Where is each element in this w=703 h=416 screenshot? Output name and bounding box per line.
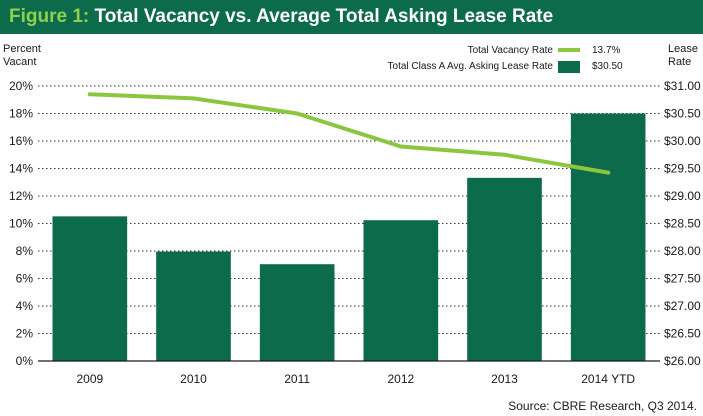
chart-title-bar: Figure 1: Total Vacancy vs. Average Tota…: [0, 0, 703, 34]
legend-vacancy-value: 13.7%: [592, 45, 620, 56]
left-tick-label: 4%: [16, 299, 34, 313]
gridlines: [38, 85, 660, 334]
right-axis-title-line-1: Lease: [668, 43, 698, 55]
legend-lease-value: $30.50: [592, 61, 623, 72]
x-tick-label: 2011: [284, 372, 310, 386]
right-tick-label: $26.00: [664, 354, 701, 368]
right-axis-title-line-2: Rate: [668, 56, 691, 68]
left-tick-label: 2%: [16, 327, 34, 341]
left-tick-label: 10%: [9, 217, 33, 231]
x-tick-label: 2010: [180, 372, 207, 386]
right-tick-label: $26.50: [664, 327, 701, 341]
bar-2014-ytd: [570, 113, 646, 361]
x-tick-label: 2012: [387, 372, 414, 386]
right-tick-label: $28.50: [664, 217, 701, 231]
legend-lease-label: Total Class A Avg. Asking Lease Rate: [388, 61, 554, 72]
left-tick-label: 18%: [9, 107, 33, 121]
chart-title: Total Vacancy vs. Average Total Asking L…: [94, 6, 554, 27]
left-tick-label: 12%: [9, 189, 33, 203]
left-tick-label: 20%: [9, 79, 33, 93]
vacancy-line-layer: [87, 92, 611, 175]
vacancy-point-2009: [87, 92, 92, 97]
bar-2010: [156, 251, 231, 361]
right-tick-label: $30.50: [664, 107, 701, 121]
x-tick-label: 2014 YTD: [581, 372, 635, 386]
right-axis-ticks: $26.00 $26.50 $27.00 $27.50 $28.00 $28.50 $29.…: [664, 79, 701, 368]
vacancy-point-2013: [502, 152, 507, 157]
right-tick-label: $27.50: [664, 272, 701, 286]
vacancy-point-2012: [398, 144, 403, 149]
vacancy-rate-line: [87, 92, 611, 175]
left-tick-label: 6%: [16, 272, 34, 286]
vacancy-point-2011: [295, 111, 300, 116]
left-axis-title-line-2: Vacant: [3, 56, 36, 68]
left-tick-label: 8%: [16, 244, 34, 258]
right-tick-label: $29.50: [664, 162, 701, 176]
left-axis-title-line-1: Percent: [3, 43, 41, 55]
x-tick-label: 2013: [491, 372, 518, 386]
x-tick-label: 2009: [76, 372, 103, 386]
left-axis-ticks: 0% 2% 4% 6% 8% 10% 12% 14% 16% 18% 20%: [9, 79, 33, 368]
legend-vacancy-label: Total Vacancy Rate: [468, 45, 554, 56]
figure-label: Figure 1:: [9, 6, 90, 27]
legend: Total Vacancy Rate 13.7% Total Class A A…: [388, 45, 623, 73]
right-tick-label: $29.00: [664, 189, 701, 203]
vacancy-point-2014-ytd: [606, 170, 611, 175]
left-tick-label: 16%: [9, 134, 33, 148]
right-tick-label: $31.00: [664, 79, 701, 93]
right-tick-label: $28.00: [664, 244, 701, 258]
left-tick-label: 14%: [9, 162, 33, 176]
right-tick-label: $27.00: [664, 299, 701, 313]
bar-2009: [52, 216, 128, 361]
bars: [52, 113, 646, 361]
x-axis-ticks: 2009 2010 2011 2012 2013 2014 YTD: [76, 372, 635, 386]
right-tick-label: $30.00: [664, 134, 701, 148]
left-tick-label: 0%: [16, 354, 34, 368]
legend-lease-swatch: [558, 61, 580, 73]
bar-2013: [467, 177, 542, 361]
bar-2012: [363, 220, 439, 361]
vacancy-point-2010: [191, 96, 196, 101]
source-note: Source: CBRE Research, Q3 2014.: [508, 399, 697, 413]
bar-2011: [259, 264, 335, 361]
